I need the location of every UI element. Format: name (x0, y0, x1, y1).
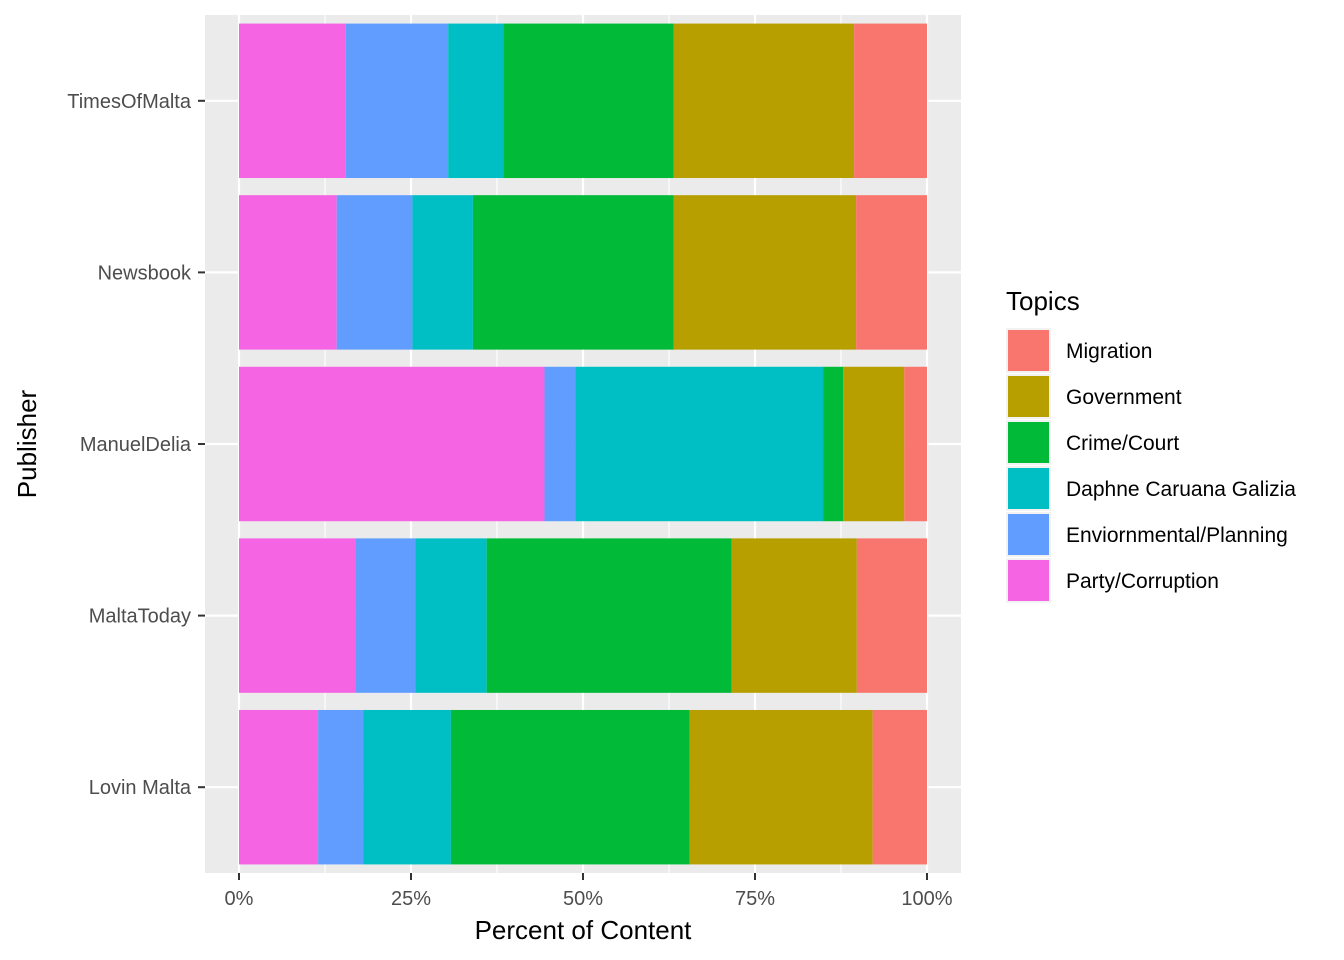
legend-swatch-government (1008, 376, 1049, 417)
x-tick-label: 25% (391, 888, 431, 910)
bar-newsbook-crime-court (472, 195, 674, 350)
bar-lovin-malta-enviornmental-planning (318, 709, 364, 865)
bar-newsbook-government (673, 195, 857, 350)
legend: Topics Migration Government Crime/Court Dap… (1006, 286, 1296, 603)
x-tick-label: 100% (901, 888, 952, 910)
x-tick-label: 50% (563, 888, 603, 910)
bar-maltatoday-daphne-caruana-galizia (415, 538, 487, 693)
x-tick-label: 75% (735, 888, 775, 910)
y-tick-label: TimesOfMalta (67, 91, 192, 113)
legend-label-party-corruption: Party/Corruption (1066, 570, 1219, 593)
legend-swatch-daphne-caruana-galizia (1008, 468, 1049, 509)
y-tick-label: Lovin Malta (89, 777, 192, 799)
y-tick-label: MaltaToday (89, 606, 191, 628)
legend-label-government: Government (1066, 386, 1182, 409)
bar-manueldelia-party-corruption (239, 366, 545, 522)
bar-timesofmalta-crime-court (503, 23, 674, 179)
bar-newsbook-enviornmental-planning (336, 195, 413, 350)
y-tick-label: Newsbook (98, 262, 192, 284)
bar-manueldelia-government (843, 366, 905, 522)
bar-timesofmalta-enviornmental-planning (345, 23, 449, 179)
legend-swatch-enviornmental-planning (1008, 514, 1049, 555)
bar-maltatoday-crime-court (486, 538, 732, 693)
bar-timesofmalta-government (673, 23, 855, 179)
bar-manueldelia-crime-court (823, 366, 844, 522)
y-axis: TimesOfMalta Newsbook ManuelDelia MaltaToda… (67, 91, 205, 799)
bar-manueldelia-daphne-caruana-galizia (575, 366, 824, 522)
legend-swatch-migration (1008, 330, 1049, 371)
bar-newsbook-migration (856, 195, 927, 350)
y-tick-label: ManuelDelia (80, 434, 192, 456)
bar-lovin-malta-government (689, 709, 873, 865)
bar-maltatoday-enviornmental-planning (355, 538, 416, 693)
bar-timesofmalta-daphne-caruana-galizia (448, 23, 504, 179)
legend-title: Topics (1006, 286, 1080, 316)
bar-lovin-malta-party-corruption (239, 709, 319, 865)
x-axis-title: Percent of Content (475, 915, 693, 945)
bar-timesofmalta-migration (854, 23, 927, 179)
y-axis-title: Publisher (12, 389, 42, 498)
legend-label-crime-court: Crime/Court (1066, 432, 1179, 455)
bar-maltatoday-party-corruption (239, 538, 356, 693)
legend-label-enviornmental-planning: Enviornmental/Planning (1066, 524, 1288, 547)
bars-layer (239, 23, 927, 865)
bar-manueldelia-enviornmental-planning (544, 366, 576, 522)
x-tick-label: 0% (225, 888, 254, 910)
x-axis: 0% 25% 50% 75% 100% (225, 873, 953, 910)
bar-lovin-malta-migration (872, 709, 927, 865)
bar-lovin-malta-crime-court (450, 709, 690, 865)
legend-swatch-crime-court (1008, 422, 1049, 463)
bar-maltatoday-migration (856, 538, 927, 693)
bar-newsbook-daphne-caruana-galizia (412, 195, 473, 350)
bar-manueldelia-migration (904, 366, 927, 522)
legend-label-migration: Migration (1066, 340, 1152, 363)
bar-timesofmalta-party-corruption (239, 23, 346, 179)
legend-label-daphne-caruana-galizia: Daphne Caruana Galizia (1066, 478, 1296, 501)
bar-maltatoday-government (731, 538, 857, 693)
bar-newsbook-party-corruption (239, 195, 337, 350)
legend-swatch-party-corruption (1008, 560, 1049, 601)
bar-lovin-malta-daphne-caruana-galizia (363, 709, 451, 865)
